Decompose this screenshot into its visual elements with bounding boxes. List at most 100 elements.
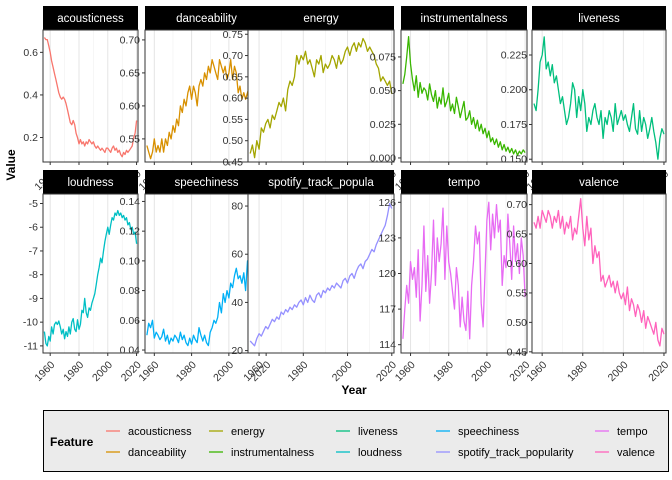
y-tick-label: 0.75: [223, 29, 244, 41]
series-line-acousticness: [43, 37, 138, 158]
legend-label: speechiness: [458, 426, 520, 438]
series-line-energy: [249, 37, 393, 159]
legend-label: liveness: [358, 426, 398, 438]
y-tick-label: -9: [29, 293, 38, 305]
y-tick-label: 0.150: [501, 154, 527, 166]
strip-background: [248, 6, 394, 30]
strip-background: [43, 6, 138, 30]
legend-label: danceability: [128, 447, 187, 459]
x-tick-label: 2000: [211, 359, 236, 384]
panel-border: [531, 29, 667, 163]
series-line-tempo: [402, 201, 526, 340]
strip-label: energy: [303, 13, 338, 25]
x-tick-label: 1960: [137, 359, 162, 384]
strip-label: spotify_track_popula: [268, 177, 374, 189]
panel-border: [42, 193, 139, 354]
strip-background: [532, 6, 666, 30]
panel-liveness: liveness19601980200020200.1500.1750.2000…: [501, 6, 671, 193]
y-tick-label: 0.65: [223, 71, 244, 83]
x-tick-label: 2000: [469, 359, 494, 384]
y-tick-label: -10: [23, 317, 38, 329]
y-tick-label: 0.60: [223, 93, 244, 105]
y-tick-label: 0.6: [23, 47, 38, 59]
plot-background: [532, 30, 666, 162]
x-tick-label: 1980: [286, 359, 311, 384]
y-tick-label: 0.06: [120, 315, 141, 327]
strip-label: speechiness: [175, 177, 239, 189]
x-tick-label: 1980: [61, 359, 86, 384]
y-tick-label: 0.45: [507, 346, 528, 358]
series-line-liveness: [533, 36, 665, 160]
panel-border: [400, 193, 528, 354]
y-tick-label: 0.50: [507, 317, 528, 329]
y-tick-label: 0.55: [120, 133, 141, 145]
legend-item-spotify_track_popularity: spotify_track_popularity: [434, 443, 574, 461]
strip-label: liveness: [578, 13, 620, 25]
y-tick-label: 0.200: [501, 84, 527, 96]
strip-label: tempo: [448, 177, 480, 189]
y-tick-label: 80: [231, 201, 243, 213]
x-tick-label: 1960: [32, 359, 57, 384]
y-tick-label: 0.2: [23, 132, 38, 144]
legend-item-valence: valence: [593, 443, 655, 461]
legend-label: tempo: [617, 426, 648, 438]
legend-label: spotify_track_popularity: [458, 447, 574, 459]
strip-background: [401, 6, 527, 30]
y-tick-label: 40: [231, 297, 243, 309]
x-tick-label: 1960: [393, 359, 418, 384]
legend-label: loudness: [358, 447, 403, 459]
y-tick-label: 0.45: [223, 157, 244, 169]
x-axis-title: Year: [341, 383, 367, 397]
y-tick-label: 0.60: [120, 100, 141, 112]
y-tick-label: 60: [231, 249, 243, 261]
y-tick-label: 0.08: [120, 285, 141, 297]
series-line-speechiness: [146, 200, 267, 347]
plot-background: [248, 194, 394, 353]
legend-item-tempo: tempo: [593, 422, 648, 440]
y-tick-label: 0.65: [120, 67, 141, 79]
legend-label: instrumentalness: [231, 447, 315, 459]
legend-item-liveness: liveness: [334, 422, 398, 440]
legend-label: energy: [231, 426, 265, 438]
series-line-danceability: [146, 39, 267, 160]
panel-energy: energy19601980200020200.450.500.550.600.…: [223, 6, 399, 193]
panels: acousticness19601980200020200.20.40.6dan…: [23, 6, 671, 384]
y-tick-label: 0.65: [507, 229, 528, 241]
strip-background: [532, 170, 666, 194]
y-tick-label: 114: [379, 339, 396, 351]
strip-label: acousticness: [57, 13, 124, 25]
strip-background: [145, 6, 268, 30]
legend: Feature acousticness danceability energy in…: [43, 410, 669, 472]
series-line-instrumentalness: [402, 36, 526, 156]
legend-item-energy: energy: [207, 422, 265, 440]
x-tick-label: 1980: [174, 359, 199, 384]
y-tick-label: 0.55: [507, 287, 528, 299]
y-axis-title: Value: [4, 149, 18, 181]
y-tick-label: 0.60: [507, 258, 528, 270]
y-tick-label: 0.075: [370, 51, 396, 63]
legend-item-acousticness: acousticness: [104, 422, 192, 440]
strip-label: valence: [579, 177, 619, 189]
panel-border: [42, 29, 139, 163]
legend-title: Feature: [50, 435, 94, 449]
y-tick-label: -5: [29, 198, 38, 210]
panel-border: [247, 29, 395, 163]
x-tick-label: 1980: [565, 359, 590, 384]
strip-label: instrumentalness: [421, 13, 508, 25]
strip-label: danceability: [176, 13, 237, 25]
y-tick-label: 0.12: [120, 226, 141, 238]
y-tick-label: 20: [231, 345, 243, 357]
y-tick-label: 0.4: [23, 89, 38, 101]
series-line-loudness: [43, 209, 138, 347]
legend-item-loudness: loudness: [334, 443, 403, 461]
plot-background: [532, 194, 666, 353]
y-tick-label: -8: [29, 269, 38, 281]
strip-background: [401, 170, 527, 194]
panel-border: [531, 193, 667, 354]
x-tick-label: 2020: [374, 359, 399, 384]
y-tick-label: 0.70: [223, 50, 244, 62]
y-tick-label: 123: [378, 232, 396, 244]
y-tick-label: 126: [378, 197, 396, 209]
